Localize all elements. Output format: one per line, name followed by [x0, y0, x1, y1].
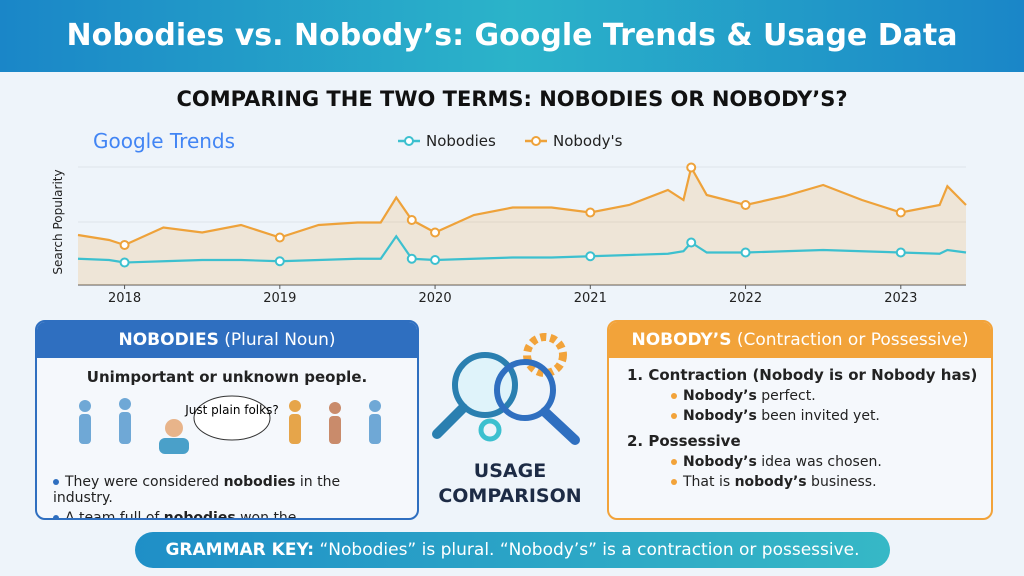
example-part: been invited yet. [756, 408, 880, 424]
definition: Unimportant or unknown people. [86, 368, 368, 386]
legend-label: Nobody's [553, 132, 623, 150]
panel-title: NOBODIES [118, 330, 219, 350]
line [77, 234, 967, 264]
source: Google Trends [93, 129, 235, 153]
legend-swatch [404, 136, 414, 146]
area [78, 167, 966, 285]
bullet [53, 479, 59, 485]
section-title: 2. Possessive [627, 432, 741, 450]
example-part: That is [683, 474, 735, 490]
footer-text: “Nobodies” is plural. “Nobody’s” is a co… [319, 540, 860, 560]
example-part: Nobody’s [683, 408, 757, 424]
marker [740, 247, 751, 258]
marker [274, 256, 285, 267]
marker [119, 240, 130, 250]
section-title: 1. Contraction (Nobody is or Nobody has) [627, 366, 978, 384]
example-part: perfect. [756, 388, 816, 404]
example-part: won the championship. [240, 510, 297, 520]
bullet [671, 479, 677, 485]
right-panel: NOBODY’S (Contraction or Possessive) 1. … [607, 320, 993, 520]
marker [895, 247, 906, 258]
x-tick-label: 2023 [884, 291, 917, 306]
example-part: idea was chosen. [756, 454, 882, 470]
example: Nobody’s been invited yet. [671, 408, 991, 424]
bullet [671, 459, 677, 465]
panel-subtitle: (Contraction or Possessive) [736, 330, 969, 350]
marker [585, 207, 596, 218]
marker [740, 200, 751, 210]
example-part: nobodies [223, 474, 296, 490]
x-tick-label: 2018 [108, 291, 141, 306]
example-part: A team full of [65, 510, 164, 520]
footer: GRAMMAR KEY: “Nobodies” is plural. “Nobo… [135, 532, 890, 568]
marker [406, 253, 417, 264]
example: Nobody’s idea was chosen. [671, 454, 991, 470]
marker [585, 251, 596, 262]
x-tick-label: 2019 [263, 291, 296, 306]
center-line2: COMPARISON [438, 485, 581, 507]
marker [430, 255, 441, 265]
marker [430, 227, 441, 238]
example-part: business. [806, 474, 877, 490]
y-label: Search Popularity [51, 169, 65, 274]
example-part: nobody’s [734, 474, 807, 490]
chart-title: COMPARING THE TWO TERMS: NOBODIES OR NOB… [176, 87, 847, 111]
example-part: in the industry. [53, 474, 341, 506]
example: A team full of nobodies won the champion… [53, 510, 401, 520]
usage-icon: USAGE COMPARISON [432, 333, 582, 507]
marker [686, 237, 697, 248]
marker [895, 207, 906, 218]
example: They were considered nobodies in the ind… [53, 474, 401, 506]
bubble-text: Just plain folks? [184, 403, 278, 417]
example-part: nobodies [163, 510, 236, 520]
left-panel: NOBODIES (Plural Noun) Unimportant or un… [35, 320, 419, 520]
x-tick-label: 2020 [419, 291, 452, 306]
marker [274, 232, 285, 243]
x-tick-label: 2022 [729, 291, 762, 306]
bullet [671, 413, 677, 419]
example-part: Nobody’s [683, 388, 757, 404]
bullet [671, 393, 677, 399]
example: Nobody’s perfect. [671, 388, 991, 404]
chart: COMPARING THE TWO TERMS: NOBODIES OR NOB… [51, 87, 967, 306]
bullet [53, 515, 59, 518]
x-tick-label: 2021 [574, 291, 607, 306]
legend-label: Nobodies [426, 132, 496, 150]
panel-subtitle: (Plural Noun) [224, 330, 336, 350]
center-line1: USAGE [474, 460, 546, 482]
footer-key: GRAMMAR KEY: [165, 540, 315, 560]
example-part: Nobody’s [683, 454, 757, 470]
header-title: Nobodies vs. Nobody’s: Google Trends & U… [0, 0, 1024, 72]
panel-title: NOBODY’S [631, 330, 732, 350]
line [77, 164, 967, 247]
example: That is nobody’s business. [671, 474, 991, 490]
marker [686, 162, 697, 173]
marker [406, 215, 417, 225]
marker [119, 257, 130, 268]
example-part: They were considered [65, 474, 224, 490]
people: Just plain folks? [79, 395, 381, 454]
legend-swatch [531, 136, 541, 146]
